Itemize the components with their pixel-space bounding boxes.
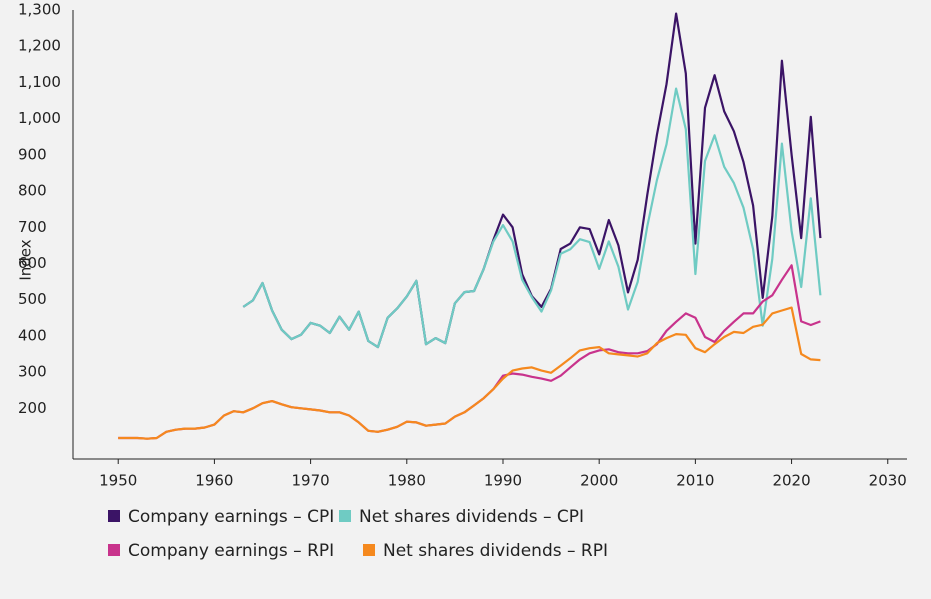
legend-label: Company earnings – RPI bbox=[128, 541, 334, 561]
series-line bbox=[118, 306, 821, 440]
y-tick-label: 1,100 bbox=[18, 73, 61, 91]
x-tick-label: 2000 bbox=[580, 472, 618, 490]
legend-label: Net shares dividends – RPI bbox=[383, 541, 608, 561]
y-tick-label: 300 bbox=[18, 363, 47, 381]
y-tick-label: 700 bbox=[18, 218, 47, 236]
legend-swatch bbox=[108, 510, 120, 522]
x-tick-label: 1960 bbox=[195, 472, 233, 490]
x-tick-label: 2020 bbox=[772, 472, 810, 490]
x-tick-label: 1980 bbox=[388, 472, 426, 490]
x-tick-label: 2010 bbox=[676, 472, 714, 490]
x-tick-label: 1950 bbox=[99, 472, 137, 490]
legend-swatch bbox=[108, 544, 120, 556]
y-tick-label: 500 bbox=[18, 290, 47, 308]
y-tick-label: 1,300 bbox=[18, 1, 61, 19]
y-tick-label: 1,200 bbox=[18, 37, 61, 55]
x-tick-label: 1970 bbox=[292, 472, 330, 490]
y-tick-label: 600 bbox=[18, 254, 47, 272]
y-tick-label: 400 bbox=[18, 326, 47, 344]
y-axis-label: Index bbox=[17, 239, 35, 280]
legend-swatch bbox=[339, 510, 351, 522]
y-tick-label: 900 bbox=[18, 145, 47, 163]
x-tick-label: 2030 bbox=[869, 472, 907, 490]
y-tick-label: 1,000 bbox=[18, 109, 61, 127]
x-tick-label: 1990 bbox=[484, 472, 522, 490]
series-line bbox=[242, 87, 822, 349]
legend-swatch bbox=[363, 544, 375, 556]
legend-label: Net shares dividends – CPI bbox=[359, 507, 584, 527]
y-tick-label: 800 bbox=[18, 182, 47, 200]
y-tick-label: 200 bbox=[18, 399, 47, 417]
legend-label: Company earnings – CPI bbox=[128, 507, 334, 527]
